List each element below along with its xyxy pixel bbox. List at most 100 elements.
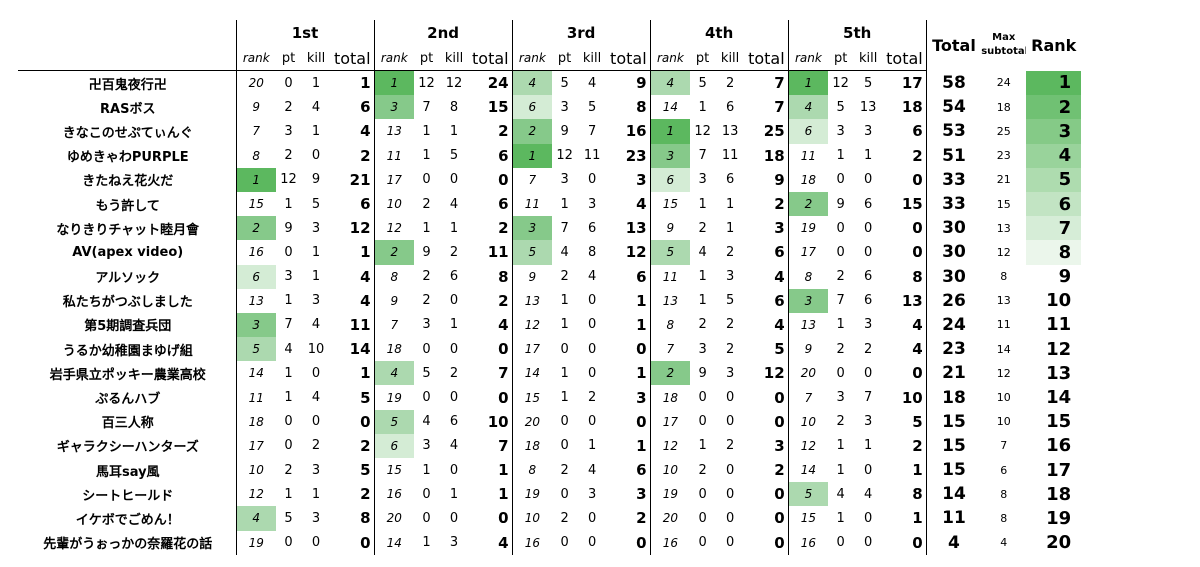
round-5-kill: 0 [864,510,873,526]
round-4-kill: 1 [725,220,735,236]
round-2-pt: 0 [422,172,431,188]
round-1-total: 2 [360,146,371,165]
round-4-kill: 1 [725,196,735,212]
round-1-total: 4 [360,122,371,141]
max-subtotal: 13 [996,221,1011,235]
grand-total: 15 [925,458,982,483]
round-5-total: 5 [912,412,923,431]
round-2-pt: 1 [422,462,431,478]
round-1-kill: 1 [311,486,321,502]
round-5-kill: 2 [864,341,873,357]
round-4-rank: 10 [649,458,691,483]
table-row: シートヒールド 12 1 1 2 16 0 1 1 19 0 3 3 19 0 0 0 5 4 4 8 14 8 18 [18,482,1081,507]
round-4-total: 0 [774,485,785,504]
round-5-kill: 0 [864,220,873,236]
round-1-rank: 19 [235,530,276,555]
grand-total: 30 [925,216,982,241]
round-4-total: 2 [774,461,785,480]
round-1-rank: 7 [235,119,276,144]
round-4-kill: 0 [725,390,735,406]
round-4-rank: 7 [649,337,691,362]
team-name: イケボでごめん！ [75,512,180,528]
round-3-rank: 5 [511,240,553,265]
round-4-pt: 0 [698,510,707,526]
round-5-kill: 3 [864,317,873,333]
round-4-total: 4 [774,315,785,334]
grand-total: 15 [925,409,982,434]
round-4-rank: 1 [649,119,691,144]
round-2-rank: 17 [373,167,415,192]
round-2-pt: 3 [422,438,431,454]
round-2-rank: 5 [373,409,415,434]
grand-total: 54 [925,95,982,120]
round-5-total: 0 [912,219,923,238]
round-4-total: 0 [774,509,785,528]
round-3-pt: 4 [560,244,569,260]
max-subtotal: 25 [996,124,1011,138]
round-2-rank: 12 [373,216,415,241]
round-3-rank: 12 [511,312,553,338]
round-5-pt: 9 [836,196,845,212]
round-4-rank: 14 [649,95,691,120]
round-4-pt: 1 [698,293,707,309]
round-5-pt: 0 [836,220,845,236]
round-5-rank: 4 [787,95,829,120]
final-rank: 6 [1026,191,1082,217]
round-5-pt: 1 [836,510,845,526]
round-2-pt: 2 [422,293,431,309]
round-2-pt: 1 [422,535,431,551]
round-5-pt: 5 [836,99,845,115]
header-max-line1: Max [992,32,1016,44]
round-3-kill: 3 [587,196,597,212]
round-2-pt: 1 [422,123,431,139]
round-3-total: 4 [636,195,647,214]
round-5-rank: 10 [787,409,829,434]
round-2-pt: 9 [422,244,431,260]
team-name: RASボス [100,101,156,117]
subheader-pt-5: pt [828,46,854,71]
round-1-pt: 0 [284,75,293,91]
round-4-kill: 2 [725,75,735,91]
round-5-pt: 0 [836,244,845,260]
round-1-kill: 10 [307,341,325,357]
round-1-pt: 12 [280,172,297,188]
round-5-total: 0 [912,243,923,262]
round-3-rank: 2 [511,119,553,144]
round-5-kill: 6 [864,269,873,285]
round-5-kill: 0 [864,172,873,188]
round-4-pt: 1 [698,438,707,454]
team-name: 卍百鬼夜行卍 [88,77,167,93]
team-name: きなこのせぷてぃんぐ [62,125,193,141]
round-1-rank: 15 [235,191,276,217]
round-1-pt: 1 [284,293,293,309]
final-rank: 5 [1026,167,1082,192]
round-3-kill: 4 [587,462,597,478]
final-rank: 19 [1046,507,1072,529]
round-4-rank: 12 [649,433,691,458]
round-1-total: 0 [360,412,371,431]
table-row: 岩手県立ポッキー農業高校 14 1 0 1 4 5 2 7 14 1 0 1 2 9 3 12 20 0 0 0 21 12… [18,361,1081,386]
grand-total: 23 [925,337,982,362]
round-1-kill: 4 [311,99,321,115]
round-3-total: 1 [636,291,647,310]
round-5-rank: 13 [787,312,829,338]
round-2-rank: 9 [373,288,415,313]
round-4-total: 12 [763,364,785,383]
round-2-pt: 5 [422,365,431,381]
max-subtotal: 8 [1000,487,1008,501]
round-2-pt: 0 [422,486,431,502]
round-5-kill: 0 [864,462,873,478]
round-1-total: 1 [360,74,371,93]
round-4-pt: 3 [698,172,707,188]
round-3-total: 1 [636,364,647,383]
final-rank: 2 [1026,95,1082,120]
round-5-pt: 0 [836,535,845,551]
round-4-rank: 6 [649,167,691,192]
round-4-kill: 3 [725,365,735,381]
team-name: AV(apex video) [72,244,184,260]
round-2-rank: 11 [373,143,415,168]
round-1-pt: 9 [284,220,293,236]
round-4-total: 6 [774,243,785,262]
round-header-3: 3rd [511,20,651,46]
round-1-rank: 4 [235,506,276,531]
